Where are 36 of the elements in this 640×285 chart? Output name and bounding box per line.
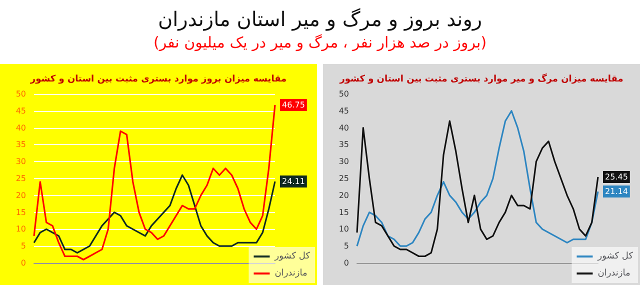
y-tick-label: 40 <box>338 123 349 132</box>
y-tick-label: 5 <box>344 242 349 251</box>
y-tick-label: 50 <box>338 90 349 98</box>
y-tick-label: 35 <box>16 140 26 150</box>
y-tick-label: 20 <box>16 190 26 200</box>
y-tick-label: 50 <box>16 90 26 98</box>
y-tick-label: 10 <box>338 224 349 234</box>
y-tick-label: 30 <box>338 157 349 166</box>
y-tick-label: 15 <box>16 208 26 217</box>
y-tick-label: 40 <box>16 123 26 132</box>
chart-title: مقایسه میزان مرگ و میر موارد بستری مثبت بین استان و کشور <box>338 72 624 84</box>
line-series <box>33 104 276 260</box>
y-tick-label: 0 <box>344 258 349 268</box>
y-tick-label: 25 <box>16 174 26 183</box>
text: روند بروز و مرگ و میر استان مازندران <box>158 7 482 31</box>
y-tick-label: 30 <box>16 157 26 166</box>
line-series <box>33 174 276 254</box>
legend-label: کل کشور <box>596 252 634 262</box>
y-tick-label: 25 <box>338 174 349 183</box>
text: (بروز در صد هزار نفر ، مرگ و میر در یک میلیون نفر) <box>153 34 487 52</box>
legend-label: مازندران <box>274 268 308 278</box>
data-label: 25.45 <box>605 172 628 182</box>
data-label: 24.11 <box>282 177 305 186</box>
data-label: 21.14 <box>605 187 628 196</box>
y-tick-label: 45 <box>338 106 349 116</box>
y-tick-label: 5 <box>20 242 26 251</box>
y-tick-label: 35 <box>338 140 349 150</box>
chart-title: مقایسه میزان بروز موارد بستری مثبت بین استان و کشور <box>29 74 287 84</box>
y-tick-label: 10 <box>16 224 26 234</box>
y-tick-label: 20 <box>338 190 349 200</box>
y-tick-label: 45 <box>16 106 26 116</box>
y-tick-label: 15 <box>338 208 349 217</box>
y-tick-label: 0 <box>20 258 26 268</box>
legend-label: کل کشور <box>274 252 311 262</box>
legend-label: مازندران <box>598 268 631 278</box>
data-label: 46.75 <box>282 100 305 110</box>
